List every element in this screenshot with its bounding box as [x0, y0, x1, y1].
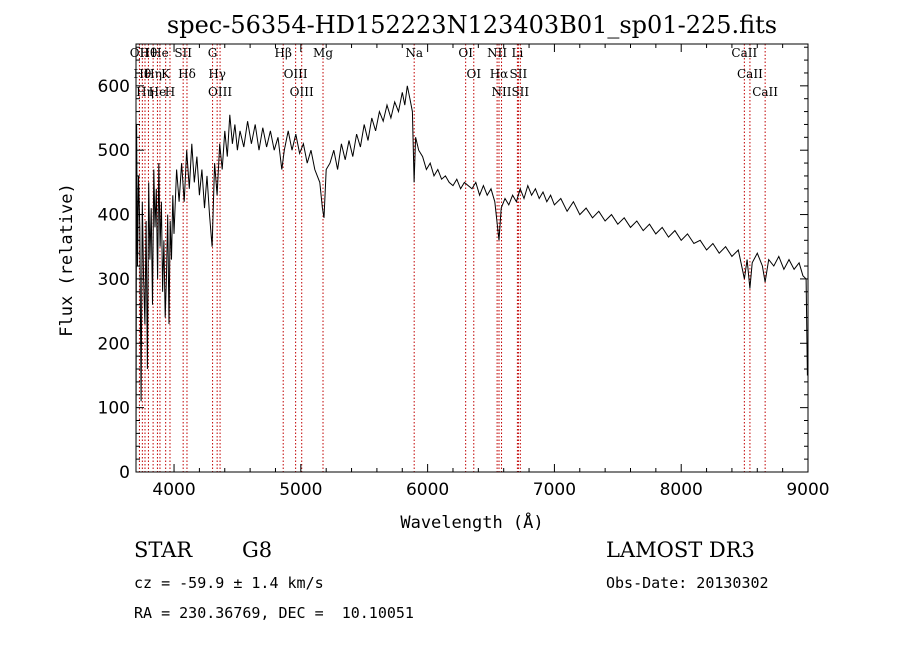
y-tick-label: 600 [98, 77, 130, 97]
y-tick-label: 200 [98, 334, 130, 354]
line-marker-label: NII [492, 85, 512, 99]
line-marker-label: OIII [284, 67, 308, 81]
line-marker-label: K [161, 67, 171, 81]
line-marker-label: Hθ [140, 46, 158, 60]
line-marker-label: OIII [290, 85, 314, 99]
line-marker-label: He [151, 46, 169, 60]
line-marker-label: Li [511, 46, 523, 60]
line-marker-label: Hα [490, 67, 509, 81]
y-tick-label: 0 [119, 463, 130, 483]
line-marker-label: SII [510, 67, 528, 81]
observation-date: Obs-Date: 20130302 [606, 574, 769, 592]
coordinates: RA = 230.36769, DEC = 10.10051 [134, 604, 414, 622]
x-axis-label: Wavelength (Å) [400, 511, 543, 533]
line-marker-label: CaII [752, 85, 778, 99]
object-subclass: G8 [242, 538, 273, 562]
x-tick-label: 5000 [279, 480, 322, 500]
x-tick-label: 7000 [533, 480, 576, 500]
line-marker-label: He [149, 85, 167, 99]
line-marker-label: Hβ [275, 46, 292, 60]
x-tick-label: 8000 [660, 480, 703, 500]
y-tick-label: 500 [98, 141, 130, 161]
line-marker-label: Hη [144, 67, 162, 81]
line-markers [138, 44, 766, 472]
survey-name: LAMOST DR3 [606, 538, 755, 562]
line-marker-label: OI [458, 46, 473, 60]
plot-frame [135, 43, 809, 473]
spectrum-line [135, 85, 809, 466]
line-marker-label: OII [130, 46, 150, 60]
line-marker-label: Hγ [208, 67, 226, 81]
line-marker-label: OI [466, 67, 481, 81]
y-tick-label: 100 [98, 399, 130, 419]
y-axis-ticks: 0 100 200 300 400 500 600 [98, 46, 808, 483]
line-marker-label: SII [174, 46, 192, 60]
line-marker-label: G [208, 46, 218, 60]
x-axis-ticks: 4000 5000 6000 7000 8000 9000 [152, 44, 830, 500]
line-marker-label: Hδ [178, 67, 196, 81]
line-marker-label: CaII [731, 46, 757, 60]
line-marker-label: OIII [208, 85, 232, 99]
chart-title: spec-56354-HD152223N123403B01_sp01-225.f… [167, 11, 777, 39]
x-tick-label: 6000 [406, 480, 449, 500]
y-tick-label: 400 [98, 206, 130, 226]
line-marker-label: NII [487, 46, 507, 60]
y-tick-label: 300 [98, 270, 130, 290]
redshift-value: cz = -59.9 ± 1.4 km/s [134, 574, 324, 592]
x-tick-label: 9000 [786, 480, 829, 500]
line-marker-label: H [165, 85, 175, 99]
line-marker-label: SII [511, 85, 529, 99]
line-marker-label: Hη [136, 85, 154, 99]
x-tick-label: 4000 [152, 480, 195, 500]
line-marker-label: Na [405, 46, 423, 60]
line-marker-labels: OIIHθHηHθHηHeHeKHSIIHδGHγOIIIHβOIIIOIIIM… [130, 46, 779, 99]
object-class: STAR [134, 538, 193, 562]
line-marker-label: Hθ [133, 67, 151, 81]
line-marker-label: CaII [737, 67, 763, 81]
line-marker-label: Mg [313, 46, 333, 60]
y-axis-label: Flux (relative) [57, 183, 77, 337]
